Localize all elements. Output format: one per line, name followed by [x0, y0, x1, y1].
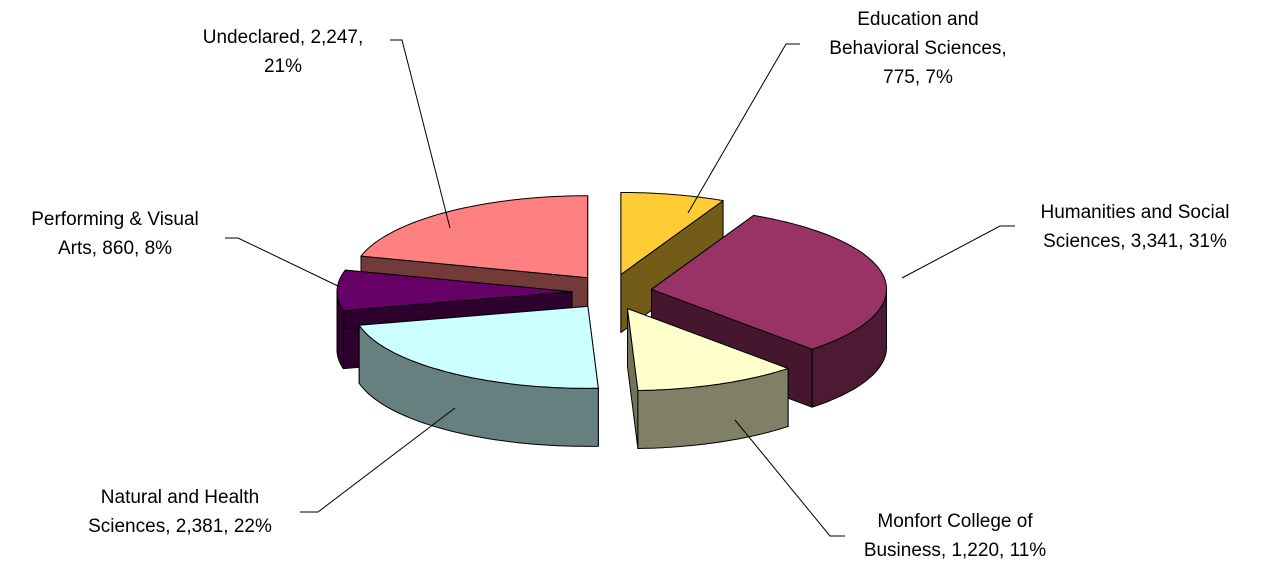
leader-line [225, 237, 341, 288]
data-label: 775, 7% [883, 67, 953, 88]
leader-line [687, 43, 800, 214]
pie-slice [627, 308, 789, 449]
data-label: Business, 1,220, 11% [864, 540, 1046, 561]
slice-top [336, 269, 573, 312]
data-label: Undeclared, 2,247, [203, 27, 364, 48]
pie-slice [358, 305, 599, 447]
data-label: Humanities and Social [1040, 202, 1229, 223]
leader-line [390, 39, 451, 229]
data-label: Sciences, 2,381, 22% [88, 516, 272, 537]
leader-line [901, 225, 1015, 279]
data-label: 21% [264, 56, 302, 77]
slice-top [651, 214, 887, 350]
data-label: Monfort College of [877, 511, 1033, 532]
data-label: Arts, 860, 8% [58, 238, 172, 259]
data-label: Sciences, 3,341, 31% [1043, 231, 1227, 252]
leader-line [734, 419, 845, 537]
slice-top [620, 192, 724, 275]
data-label: Education and [857, 9, 979, 30]
data-label: Performing & Visual [31, 209, 199, 230]
slice-top [358, 305, 599, 389]
data-label: Behavioral Sciences, [829, 38, 1006, 59]
slice-top [360, 195, 589, 279]
leader-line [300, 407, 456, 513]
pie-slice [620, 192, 724, 333]
data-label: Natural and Health [101, 487, 259, 508]
slice-top [627, 308, 789, 391]
